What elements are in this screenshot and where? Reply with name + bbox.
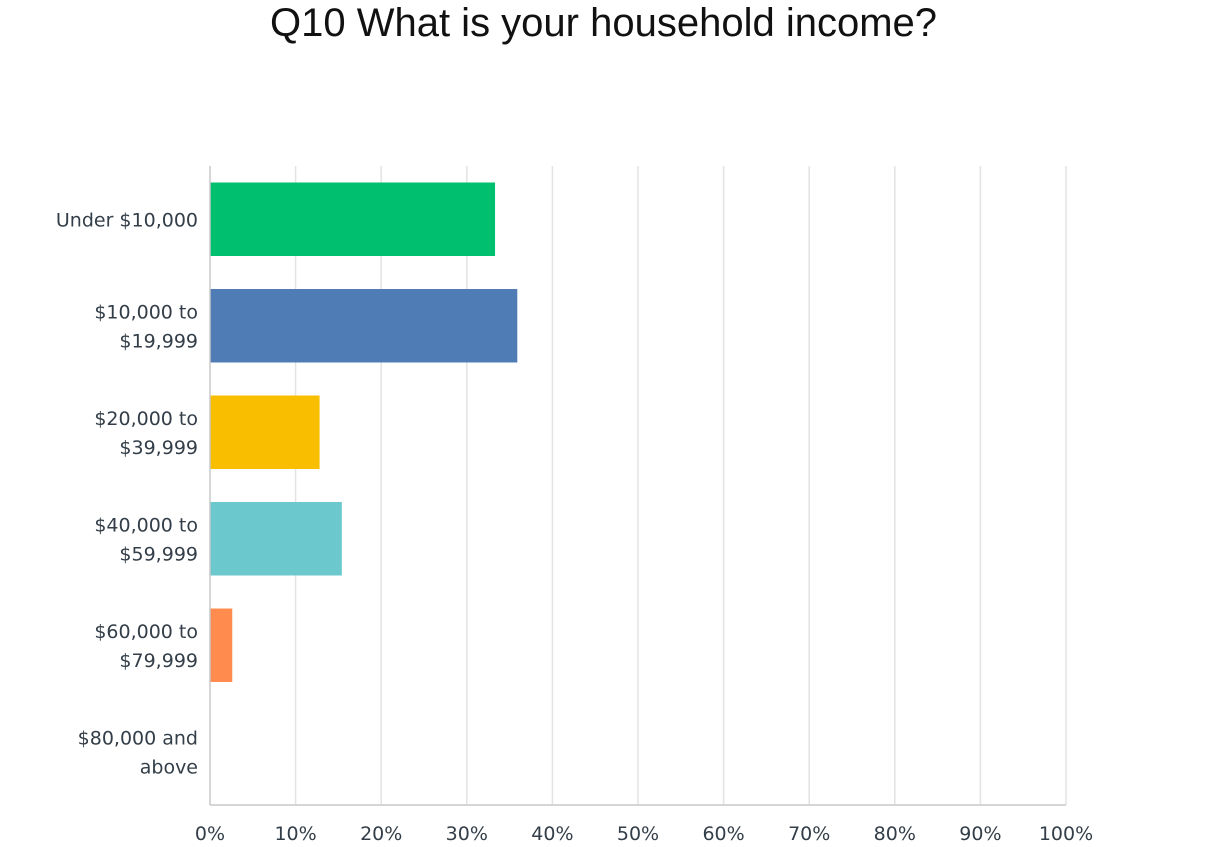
x-tick-labels: 0% 10% 20% 30% 40% 50% 60% 70% 80% 90% 100% <box>195 823 1093 845</box>
x-tick-label: 100% <box>1039 823 1093 845</box>
category-labels: Under $10,000 $10,000 to $19,999 $20,000 to… <box>56 209 198 778</box>
bar <box>210 289 518 363</box>
x-tick-label: 20% <box>360 823 402 845</box>
x-tick-label: 30% <box>446 823 488 845</box>
x-tick-label: 10% <box>274 823 316 845</box>
category-label: $80,000 and above <box>78 727 198 778</box>
category-label: Under $10,000 <box>56 209 198 231</box>
x-tick-label: 70% <box>788 823 830 845</box>
x-tick-label: 40% <box>531 823 573 845</box>
x-tick-label: 90% <box>959 823 1001 845</box>
axes <box>209 166 1066 806</box>
category-label: $20,000 to $39,999 <box>94 408 198 459</box>
bars <box>210 182 518 682</box>
chart-title: Q10 What is your household income? <box>269 1 938 45</box>
x-tick-label: 80% <box>874 823 916 845</box>
bar <box>210 502 342 576</box>
bar <box>210 608 233 682</box>
category-label: $60,000 to $79,999 <box>94 621 198 672</box>
grid-lines <box>294 166 1067 805</box>
x-tick-label: 60% <box>702 823 744 845</box>
bar <box>210 395 320 469</box>
x-tick-label: 50% <box>617 823 659 845</box>
category-label: $10,000 to $19,999 <box>94 301 198 352</box>
x-tick-label: 0% <box>195 823 225 845</box>
category-label: $40,000 to $59,999 <box>94 514 198 565</box>
bar <box>210 182 496 256</box>
